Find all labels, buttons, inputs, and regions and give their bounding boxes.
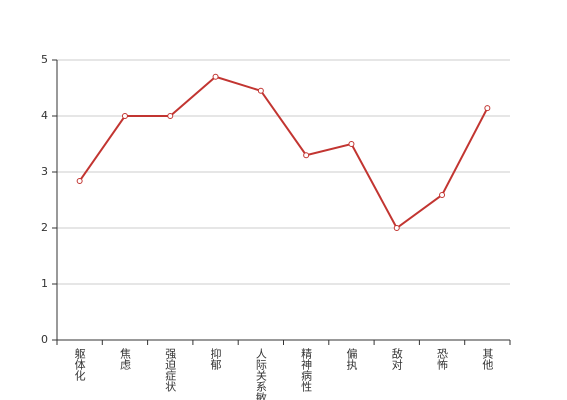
x-tick-label: 人际关系敏感 [254,348,267,400]
y-tick-label: 2 [41,221,48,234]
point [484,105,491,112]
x-tick-label: 恐怖 [436,348,449,370]
point [76,177,83,184]
point [212,73,219,80]
y-tick-label: 5 [41,53,48,66]
y-tick-label: 1 [41,277,48,290]
point [303,152,310,159]
point [393,225,400,231]
x-tick-label: 躯体化 [73,348,86,382]
x-tick-label: 焦虑 [118,348,131,370]
line [78,75,489,230]
point [348,141,355,147]
y-tick-label: 4 [41,109,48,122]
x-tick-label: 抑郁 [209,347,222,370]
x-tick-label: 敌对 [390,347,403,370]
x-tick-label: 偏执 [345,347,358,371]
x-tick-label: 其他 [481,348,494,370]
point [439,191,446,198]
x-tick-label: 强迫症状 [164,348,177,392]
y-tick-label: 3 [41,165,48,178]
point [257,87,264,94]
point [167,113,174,119]
x-tick-label: 精神病性 [300,348,313,393]
point [121,113,128,119]
y-tick-label: 0 [41,333,48,346]
